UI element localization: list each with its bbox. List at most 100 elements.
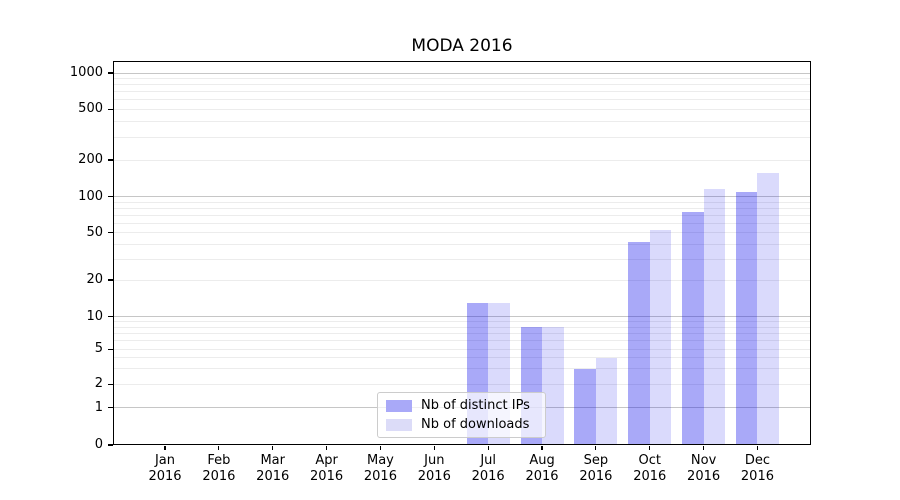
x-tick-label: Nov 2016 <box>676 453 732 485</box>
legend-swatch-downloads <box>386 419 412 431</box>
x-tick-label-year: 2016 <box>202 469 236 484</box>
gridline-minor <box>113 99 811 101</box>
y-tick-mark <box>108 444 113 446</box>
y-tick-mark <box>108 348 113 350</box>
gridline-minor <box>113 383 811 385</box>
x-tick-label-month: Apr <box>315 453 338 468</box>
gridline-minor <box>113 201 811 203</box>
x-tick-mark <box>379 445 382 450</box>
plot-area <box>113 61 811 445</box>
legend-item-distinct-ips: Nb of distinct IPs <box>386 398 537 414</box>
y-tick-label: 5 <box>94 341 103 357</box>
y-tick-label: 50 <box>86 224 103 240</box>
gridline-minor <box>113 332 811 334</box>
spine-bottom <box>113 443 811 445</box>
y-tick-mark <box>108 383 113 385</box>
legend-label-downloads: Nb of downloads <box>421 417 530 432</box>
gridline-major <box>113 196 811 198</box>
x-tick-label-year: 2016 <box>148 469 182 484</box>
x-tick-mark <box>325 445 328 450</box>
x-tick-mark <box>595 445 597 450</box>
x-tick-label: May 2016 <box>352 453 408 485</box>
x-tick-label-year: 2016 <box>525 469 559 484</box>
y-tick-label: 1 <box>94 399 103 415</box>
x-tick-label-month: Mar <box>260 453 285 468</box>
x-tick-label-month: Jun <box>424 453 445 468</box>
x-tick-label: Oct 2016 <box>622 453 678 485</box>
y-tick-mark <box>108 232 113 234</box>
gridline-minor <box>113 243 811 245</box>
y-tick-label: 20 <box>86 272 103 287</box>
x-tick-mark <box>649 445 651 450</box>
gridline-minor <box>113 357 811 359</box>
y-tick-mark <box>108 108 113 110</box>
y-tick-label: 100 <box>78 188 103 204</box>
gridline-minor <box>113 258 811 260</box>
x-tick-label: Feb 2016 <box>191 453 247 485</box>
y-tick-mark <box>108 279 113 281</box>
y-tick-label: 10 <box>86 308 103 324</box>
gridline-major <box>113 72 811 74</box>
gridline-minor <box>113 340 811 342</box>
y-tick-label: 0 <box>94 437 103 452</box>
gridline-minor <box>113 214 811 216</box>
x-tick-label-month: Jan <box>154 453 176 468</box>
x-tick-label-month: Sep <box>583 453 609 468</box>
x-tick-label: Sep 2016 <box>568 453 624 485</box>
gridline-minor <box>113 159 811 161</box>
x-tick-label-month: Nov <box>690 453 717 468</box>
bar-downloads <box>649 229 672 445</box>
x-tick-label: Jun 2016 <box>406 453 462 485</box>
x-tick-label: Dec 2016 <box>729 453 785 485</box>
chart-title: MODA 2016 <box>411 36 513 56</box>
x-tick-label-year: 2016 <box>256 469 290 484</box>
legend-swatch-distinct-ips <box>386 400 412 412</box>
bar-distinct-ips <box>628 241 650 445</box>
x-tick-label-month: Dec <box>744 453 771 468</box>
gridline-minor <box>113 207 811 209</box>
bar-downloads <box>542 327 564 445</box>
x-tick-label-year: 2016 <box>310 469 344 484</box>
legend-item-downloads: Nb of downloads <box>386 417 537 433</box>
bar-downloads <box>757 173 779 445</box>
gridline-minor <box>113 279 811 281</box>
gridline-minor <box>113 348 811 350</box>
x-tick-label: Jan 2016 <box>137 453 193 485</box>
bar-distinct-ips <box>735 191 758 445</box>
x-tick-label-year: 2016 <box>363 469 397 484</box>
legend: Nb of distinct IPs Nb of downloads <box>377 392 546 438</box>
x-tick-label-year: 2016 <box>471 469 505 484</box>
x-tick-mark <box>541 445 543 450</box>
x-tick-label: Jul 2016 <box>460 453 516 485</box>
x-tick-label: Apr 2016 <box>299 453 355 485</box>
gridline-major <box>113 316 811 317</box>
gridline-minor <box>113 121 811 123</box>
x-tick-mark <box>164 445 166 450</box>
bar-distinct-ips <box>682 211 704 445</box>
x-tick-label-month: Oct <box>638 453 661 468</box>
x-tick-mark <box>756 445 759 450</box>
x-tick-label-year: 2016 <box>633 469 667 484</box>
spine-right <box>809 61 811 445</box>
gridline-minor <box>113 320 811 322</box>
gridline-minor <box>113 108 811 110</box>
gridline-minor <box>113 137 811 139</box>
x-tick-label-month: Feb <box>207 453 231 468</box>
x-tick-label-year: 2016 <box>740 469 774 484</box>
x-tick-mark <box>703 445 705 450</box>
gridline-minor <box>113 232 811 234</box>
x-tick-label-month: Aug <box>529 453 555 468</box>
x-tick-label-month: Jul <box>480 453 496 468</box>
y-tick-label: 500 <box>78 101 103 117</box>
y-tick-mark <box>108 72 113 74</box>
gridline-minor <box>113 84 811 86</box>
x-tick-mark <box>218 445 220 450</box>
x-tick-label: Aug 2016 <box>514 453 570 485</box>
spine-top <box>113 61 811 63</box>
gridline-minor <box>113 368 811 370</box>
gridline-minor <box>113 222 811 224</box>
y-tick-label: 200 <box>78 152 103 167</box>
x-tick-label-year: 2016 <box>687 469 721 484</box>
x-tick-mark <box>272 445 274 450</box>
